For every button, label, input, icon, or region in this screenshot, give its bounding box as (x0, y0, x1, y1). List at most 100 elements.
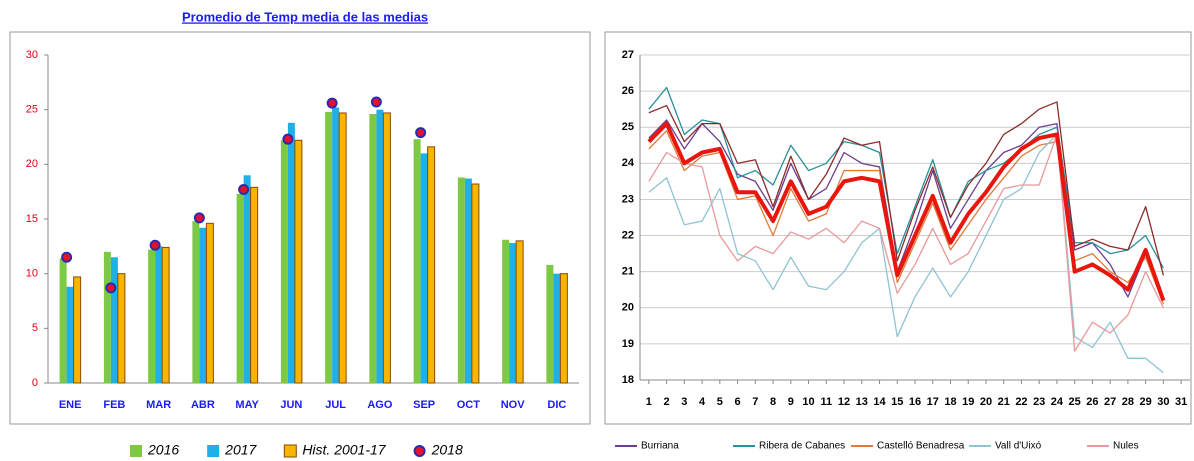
x-tick-label: 5 (717, 396, 723, 408)
bar (369, 114, 377, 383)
y-tick-label: 5 (32, 322, 38, 334)
y-tick-label: 24 (622, 157, 635, 169)
x-tick-label: 4 (699, 396, 706, 408)
bar (464, 178, 472, 383)
bar (420, 153, 428, 383)
x-tick-label: SEP (413, 399, 435, 411)
x-tick-label: 22 (1015, 396, 1027, 408)
bar (515, 240, 524, 384)
y-tick-label: 25 (622, 121, 634, 133)
x-tick-label: 30 (1157, 396, 1169, 408)
marker (105, 282, 117, 294)
x-tick-label: NOV (501, 399, 526, 411)
marker (282, 133, 294, 145)
bar (155, 246, 163, 383)
y-tick-label: 20 (622, 302, 634, 314)
series-line (648, 133, 1164, 374)
legend-label: Nules (1113, 441, 1139, 452)
bar (294, 139, 303, 384)
x-tick-label: 26 (1086, 396, 1098, 408)
bar (103, 251, 111, 383)
x-tick-label: 25 (1069, 396, 1081, 408)
x-tick-label: DIC (547, 399, 566, 411)
x-tick-label: 27 (1104, 396, 1116, 408)
y-tick-label: 25 (26, 104, 38, 116)
x-tick-label: 1 (646, 396, 652, 408)
x-tick-label: 8 (770, 396, 776, 408)
x-tick-label: 28 (1122, 396, 1134, 408)
y-tick-label: 18 (622, 374, 634, 386)
legend-label: Castelló Benadresa (877, 441, 965, 452)
legend-label: 2017 (224, 442, 257, 458)
y-tick-label: 27 (622, 49, 634, 61)
x-tick-label: OCT (457, 399, 481, 411)
x-tick-label: 23 (1033, 396, 1045, 408)
x-tick-label: 18 (944, 396, 956, 408)
bar (250, 186, 259, 384)
bar (325, 111, 333, 383)
bar (382, 112, 391, 384)
chart-title: Promedio de Temp media de las medias (182, 9, 428, 24)
marker (326, 97, 338, 109)
bar (287, 122, 295, 383)
legend-swatch (130, 445, 142, 457)
series-line (648, 130, 1164, 305)
bar (161, 246, 170, 384)
series-line (648, 86, 1164, 269)
x-tick-label: 10 (802, 396, 814, 408)
series-line (648, 119, 1164, 298)
y-tick-label: 21 (622, 266, 634, 278)
x-tick-label: 2 (664, 396, 670, 408)
x-tick-label: ENE (59, 399, 82, 411)
bar (192, 221, 200, 383)
x-tick-label: 16 (909, 396, 921, 408)
x-tick-label: MAR (146, 399, 171, 411)
x-tick-label: ABR (191, 399, 215, 411)
y-tick-label: 26 (622, 85, 634, 97)
x-tick-label: JUN (280, 399, 302, 411)
bar (73, 276, 82, 384)
legend-swatch (207, 445, 220, 457)
bar (376, 109, 384, 384)
legend-label: Vall d'Uixó (995, 441, 1042, 452)
bar (457, 177, 465, 383)
x-tick-label: 20 (980, 396, 992, 408)
x-tick-label: 17 (927, 396, 939, 408)
x-tick-label: 7 (752, 396, 758, 408)
x-tick-label: 29 (1140, 396, 1152, 408)
series-line (647, 121, 1166, 302)
bar (553, 273, 561, 383)
bar (502, 239, 510, 383)
bar (546, 264, 554, 383)
bar (509, 243, 517, 383)
x-tick-label: AGO (367, 399, 393, 411)
bar (59, 258, 67, 383)
x-tick-label: 9 (788, 396, 794, 408)
legend-swatch (283, 444, 297, 458)
bar (559, 273, 568, 384)
y-tick-label: 15 (26, 213, 38, 225)
legend-label: Burriana (641, 441, 679, 452)
x-tick-label: 12 (838, 396, 850, 408)
bar (205, 222, 214, 384)
bar (236, 193, 244, 383)
bar (199, 227, 207, 383)
y-tick-label: 0 (32, 377, 38, 389)
x-tick-label: MAY (235, 399, 259, 411)
series-line (648, 133, 1164, 352)
bar (243, 175, 251, 383)
marker (370, 96, 382, 108)
y-tick-label: 30 (26, 49, 38, 61)
left-frame (9, 31, 591, 425)
x-tick-label: 24 (1051, 396, 1064, 408)
x-tick-label: 19 (962, 396, 974, 408)
marker (193, 212, 205, 224)
legend-label: Ribera de Cabanes (759, 441, 845, 452)
x-tick-label: 13 (856, 396, 868, 408)
right-frame (604, 31, 1192, 425)
x-tick-label: JUL (325, 399, 346, 411)
y-tick-label: 22 (622, 229, 634, 241)
x-tick-label: 3 (681, 396, 687, 408)
bar (338, 112, 347, 384)
